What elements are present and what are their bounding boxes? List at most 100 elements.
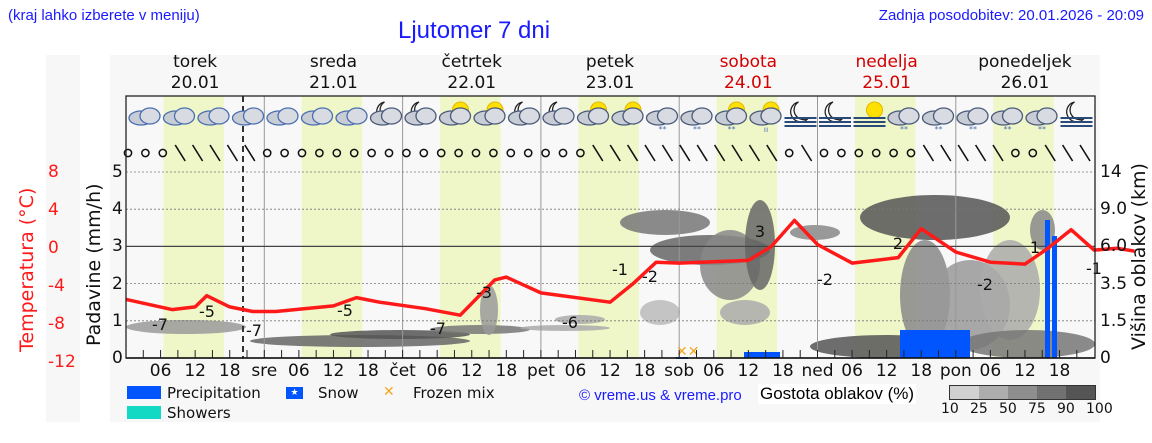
day-header-23.01: petek 23.01	[585, 52, 635, 93]
precip-tick: 2	[112, 273, 123, 294]
temp-label: 2	[893, 234, 903, 253]
temp-label: -7	[152, 315, 168, 334]
moon-cloud-icon	[369, 101, 403, 126]
moon-cloud-icon	[507, 101, 541, 126]
temp-label: -1	[612, 260, 628, 279]
temp-label: -2	[977, 275, 993, 294]
x-tick-label: 18	[772, 361, 794, 381]
sun-fog-icon	[853, 101, 886, 127]
precipitation-bars	[676, 220, 1057, 359]
x-tick-label: 12	[599, 361, 621, 381]
temp-tick: 8	[48, 162, 59, 182]
showers-swatch	[127, 406, 161, 419]
x-tick-label: 06	[980, 361, 1002, 381]
x-tick-label: 06	[703, 361, 725, 381]
frozen-mix-markers: ✕✕	[676, 344, 699, 360]
sun-cloud-icon	[611, 101, 644, 126]
scale-label: 25	[970, 401, 988, 417]
last-update: Zadnja posodobitev: 20.01.2026 - 20:09	[878, 7, 1144, 24]
temp-label: -2	[817, 270, 833, 289]
svg-text:**: **	[1038, 125, 1046, 134]
x-tick-label: 06	[841, 361, 863, 381]
precip-tick: 5	[112, 162, 123, 182]
snow-icon: ★	[286, 387, 303, 399]
moon-fog-icon	[784, 101, 817, 127]
temp-label: -1	[1086, 259, 1102, 278]
svg-text:**: **	[1004, 125, 1012, 134]
temp-label: -5	[337, 301, 353, 320]
snow-cloud-icon: **	[645, 107, 679, 134]
legend-frozen-mix: Frozen mix	[413, 384, 495, 402]
x-tick-label: 12	[323, 361, 345, 381]
sun-cloud-icon	[438, 101, 472, 126]
temperature-line	[125, 218, 1135, 317]
day-header-26.01: ponedeljek 26.01	[978, 52, 1072, 93]
sun-cloud-icon	[576, 101, 610, 126]
cloudy-icon	[197, 107, 230, 126]
temp-label: -7	[246, 321, 262, 340]
precipitation-axis-label: Padavine (mm/h)	[83, 183, 105, 346]
page-title: Ljutomer 7 dni	[398, 17, 551, 44]
scale-label: 10	[941, 401, 959, 417]
temperature-axis-label: Temperatura (°C)	[16, 187, 38, 352]
location-note[interactable]: (kraj lahko izberete v meniju)	[8, 7, 200, 24]
svg-text:**: **	[659, 125, 667, 134]
day-header-21.01: sreda 21.01	[309, 52, 358, 93]
legend-showers: Showers	[167, 404, 231, 422]
cloudy-icon	[266, 107, 299, 126]
svg-text:**: **	[969, 125, 977, 134]
moon-cloud-icon	[404, 101, 437, 126]
x-tick-label: 12	[1014, 361, 1036, 381]
x-tick-label: sob	[664, 361, 694, 381]
x-tick-label: 18	[634, 361, 656, 381]
cloud-height-axis-label: Višina oblakov (km)	[1128, 163, 1150, 350]
credit-link[interactable]: © vreme.us & vreme.pro	[579, 387, 742, 404]
temp-label: -7	[430, 319, 446, 338]
precip-tick: 1	[112, 310, 123, 331]
x-tick-label: 12	[876, 361, 898, 381]
horizontal-grid	[126, 171, 1095, 322]
cloud-height-tick: 6.0	[1100, 236, 1128, 257]
x-tick-label: pet	[527, 361, 555, 381]
moon-fog-icon	[819, 101, 851, 127]
sun-snow-cloud-icon: **	[714, 101, 748, 134]
sun-cloud-icon	[473, 101, 506, 126]
temp-label: -6	[562, 313, 578, 332]
legend-precipitation: Precipitation	[167, 384, 261, 402]
cloud-density-label: Gostota oblakov (%)	[758, 384, 917, 404]
temp-label: -3	[476, 283, 492, 302]
temp-tick: 4	[48, 200, 59, 220]
x-tick-label: 18	[357, 361, 379, 381]
x-tick-label: 06	[565, 361, 587, 381]
x-tick-label: 06	[150, 361, 172, 381]
precipitation-swatch	[127, 386, 161, 399]
day-header-24.01: sobota 24.01	[719, 52, 778, 93]
snow-cloud-icon: **	[1025, 107, 1058, 134]
cloud-height-tick: 0	[1100, 348, 1111, 368]
cloudy-icon	[231, 107, 265, 126]
cloudy-icon	[128, 107, 161, 126]
x-tick-label: 06	[288, 361, 310, 381]
cloudy-icon	[162, 107, 196, 126]
temp-tick: 0	[48, 238, 59, 258]
x-tick-label: ned	[801, 361, 833, 381]
temperature-axis-strip	[46, 55, 80, 422]
frozen-mix-icon: ✕	[383, 384, 395, 400]
precip-tick: 0	[112, 348, 123, 368]
temperature-labels: -7 -5 -7 -5 -7 -3 -6 -1 -2 3 -2 2 -2 1 -1	[152, 222, 1102, 340]
x-tick-label: 12	[184, 361, 206, 381]
snow-cloud-icon: **	[990, 107, 1024, 134]
day-header-25.01: nedelja 25.01	[855, 52, 918, 93]
legend-snow: Snow	[318, 384, 359, 402]
x-tick-label: 12	[461, 361, 483, 381]
x-tick-label: 18	[910, 361, 932, 381]
temp-tick: -4	[48, 276, 65, 296]
svg-text:**: **	[900, 125, 908, 134]
moon-fog-icon	[1060, 101, 1093, 127]
temp-label: 1	[1030, 238, 1040, 257]
temp-tick: -12	[48, 352, 76, 372]
snow-cloud-icon: **	[956, 107, 989, 134]
weather-icons-row: ** ** ** ıı ** ** ** ** **	[128, 101, 1093, 134]
scale-label: 90	[1057, 401, 1075, 417]
scale-label: 100	[1086, 401, 1113, 417]
